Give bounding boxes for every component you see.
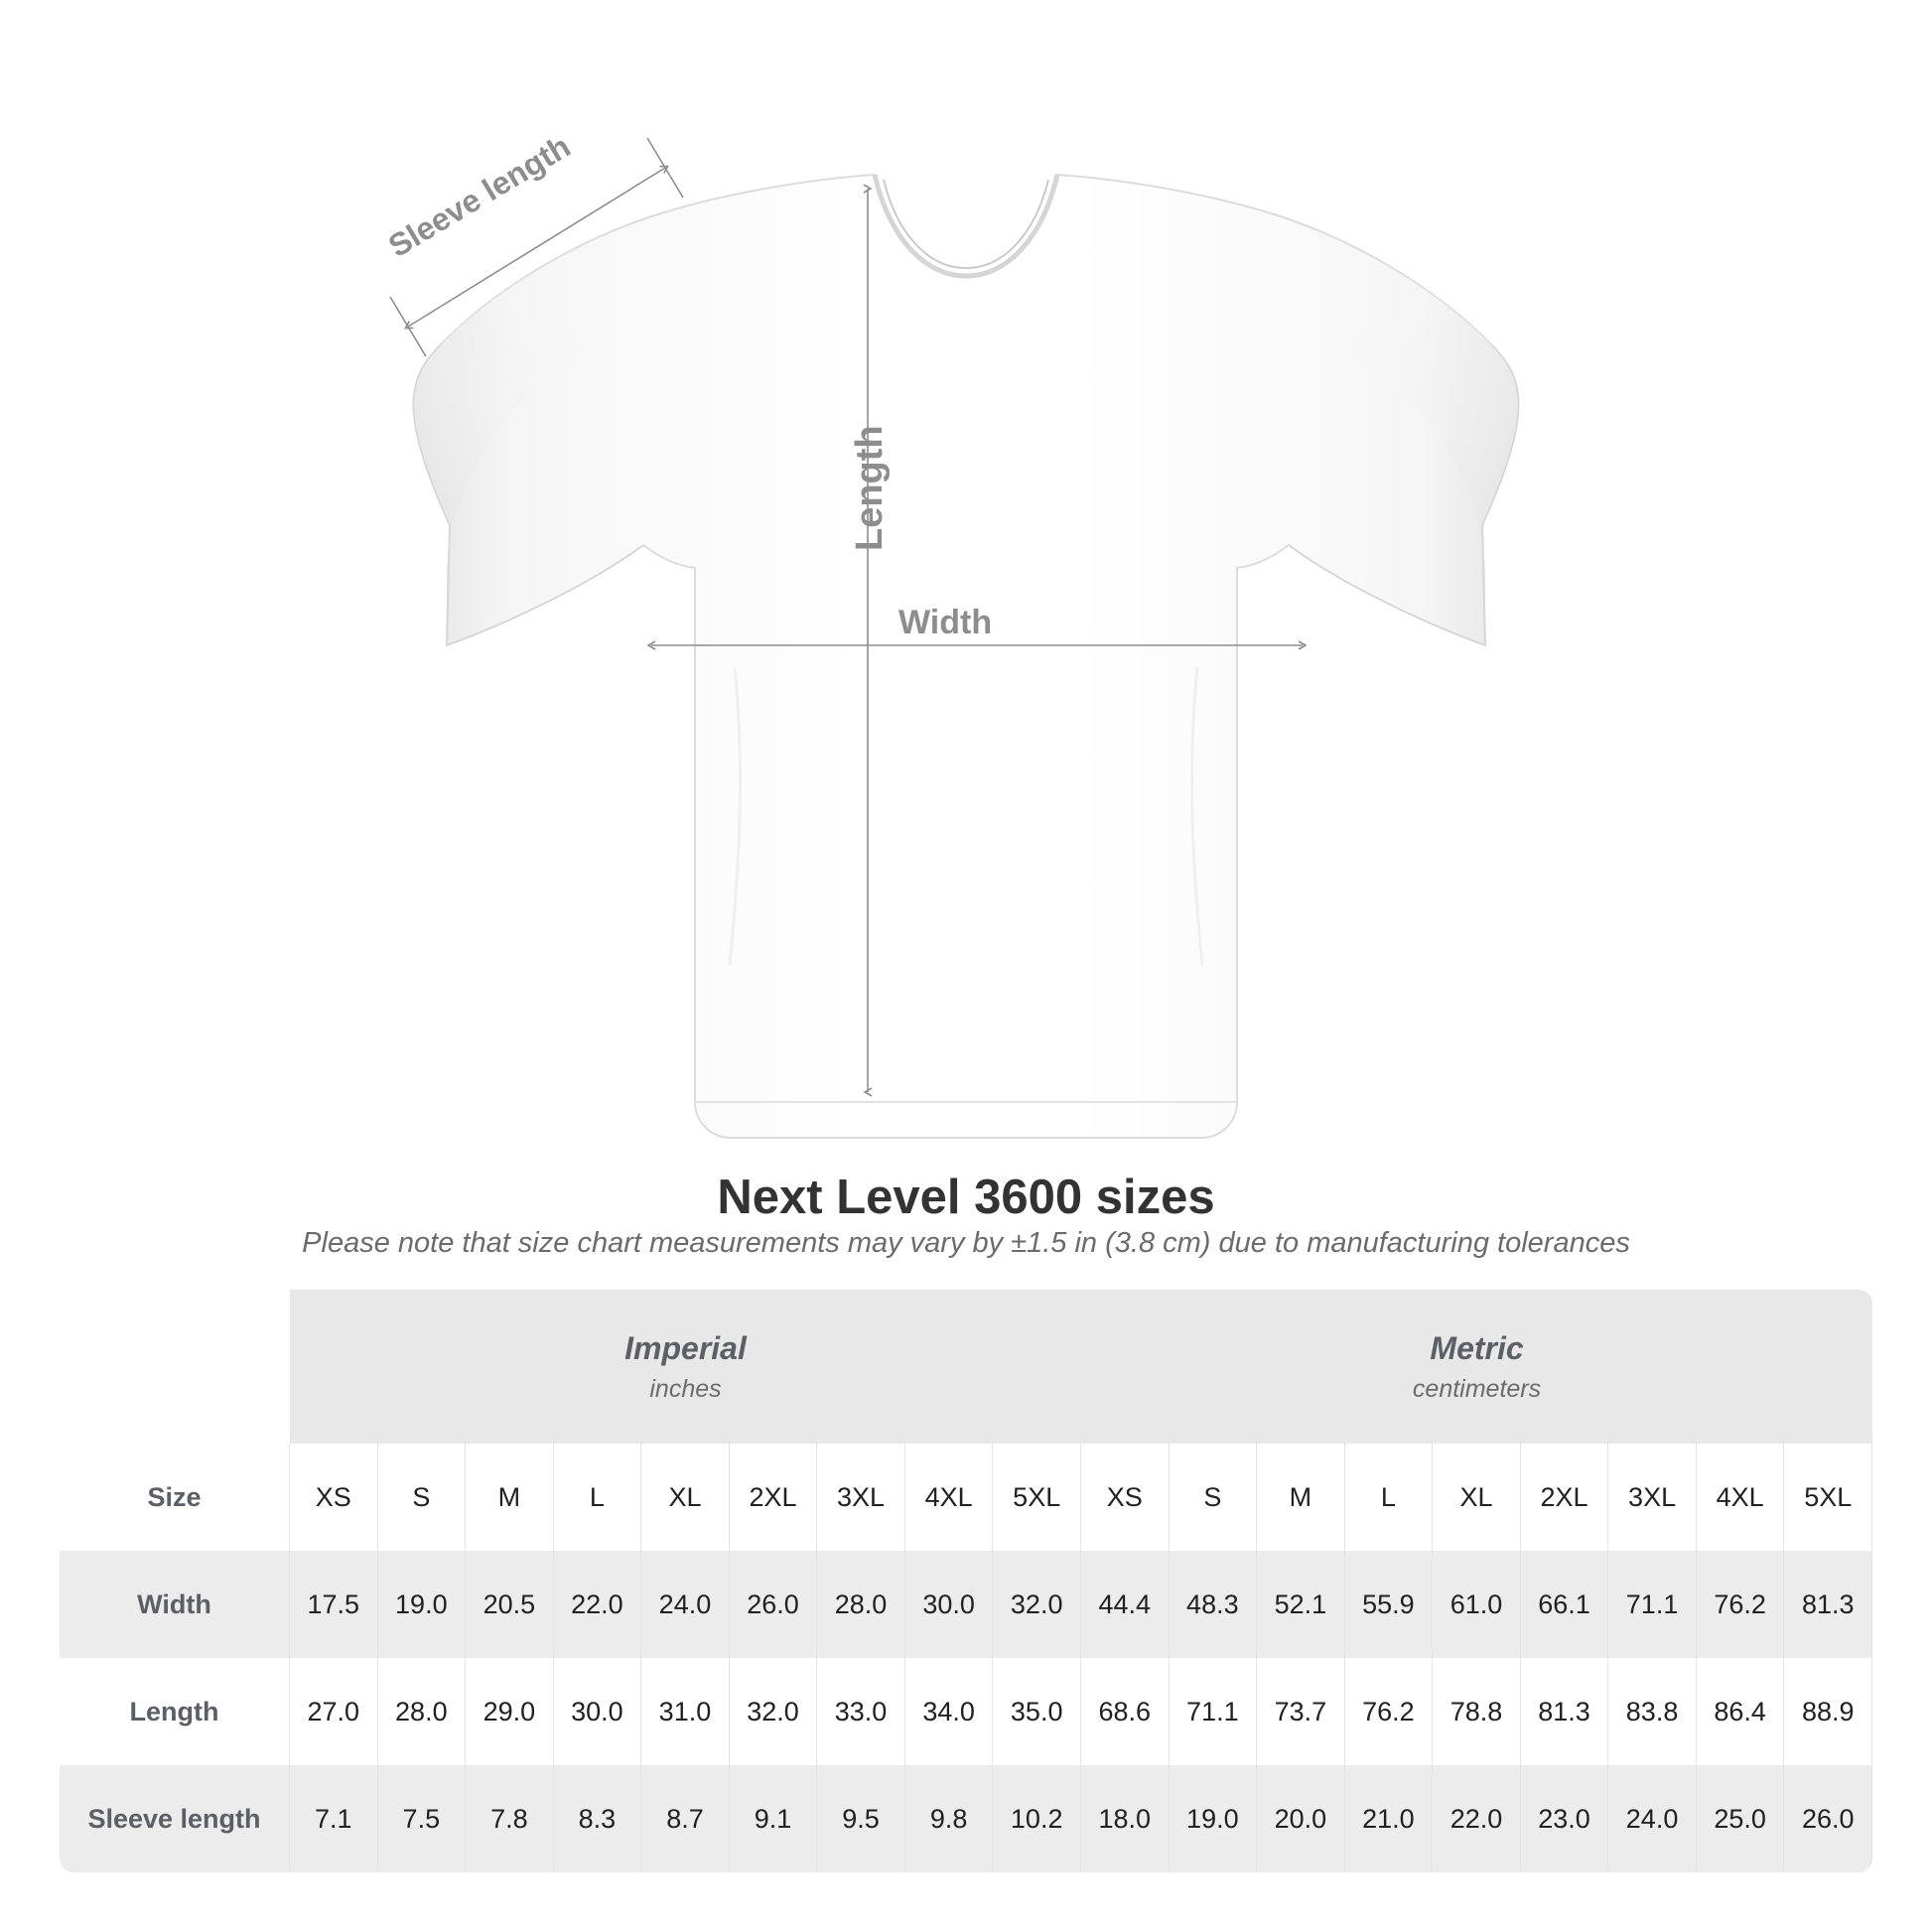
svg-text:Width: Width (898, 604, 992, 641)
svg-text:Length: Length (849, 425, 891, 551)
svg-text:Sleeve length: Sleeve length (382, 128, 576, 264)
